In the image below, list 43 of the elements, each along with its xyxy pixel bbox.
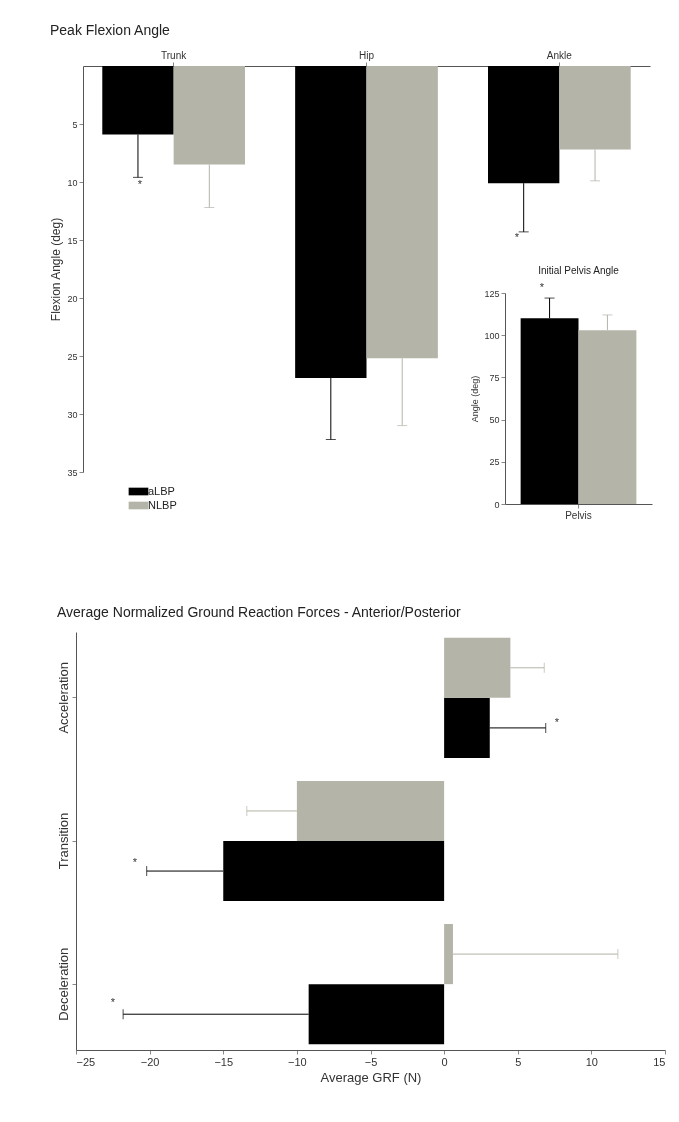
x-tick-label: 0 bbox=[441, 1055, 448, 1068]
annotation: * bbox=[554, 716, 560, 728]
annotation: * bbox=[110, 996, 116, 1008]
x-tick-label: 5 bbox=[515, 1055, 522, 1068]
x-tick-label: −5 bbox=[364, 1055, 378, 1068]
y-tick-label: 10 bbox=[67, 177, 78, 188]
x-tick-label: Ankle bbox=[546, 49, 573, 61]
y-tick-label: Deceleration bbox=[55, 947, 71, 1021]
y-tick-label: 75 bbox=[489, 372, 500, 383]
annotation: * bbox=[132, 856, 138, 868]
x-tick-label: 10 bbox=[585, 1055, 598, 1068]
y-tick-label: 30 bbox=[67, 409, 78, 420]
x-tick-label: Pelvis bbox=[565, 509, 592, 521]
annotation: * bbox=[514, 231, 520, 243]
chart-title: Initial Pelvis Angle bbox=[538, 265, 620, 276]
y-tick-label: 25 bbox=[489, 457, 500, 468]
annotation: * bbox=[539, 281, 545, 293]
x-tick-label: Trunk bbox=[161, 49, 188, 61]
x-tick-label: −15 bbox=[214, 1055, 234, 1068]
legend-label: aLBP bbox=[148, 484, 175, 497]
y-tick-label: 50 bbox=[489, 415, 500, 426]
y-tick-label: Transition bbox=[55, 812, 71, 870]
annotation: * bbox=[137, 178, 143, 190]
y-tick-label: 15 bbox=[67, 235, 78, 246]
y-tick-label: 20 bbox=[67, 293, 78, 304]
x-tick-label: −25 bbox=[76, 1055, 96, 1068]
y-tick-label: 125 bbox=[484, 288, 500, 299]
y-tick-label: 100 bbox=[484, 330, 500, 341]
y-tick-label: 35 bbox=[67, 467, 78, 478]
y-tick-label: Acceleration bbox=[55, 662, 71, 734]
x-tick-label: −10 bbox=[288, 1055, 307, 1068]
x-axis-title: Average GRF (N) bbox=[320, 1069, 422, 1085]
x-tick-label: Hip bbox=[358, 49, 375, 61]
y-tick-label: 0 bbox=[494, 499, 500, 510]
y-axis-title: Flexion Angle (deg) bbox=[49, 217, 64, 322]
chart-title: Average Normalized Ground Reaction Forces - Anterior/Posterior bbox=[57, 604, 461, 620]
y-axis-title: Angle (deg) bbox=[470, 375, 481, 423]
x-tick-label: −20 bbox=[140, 1055, 160, 1068]
x-tick-label: 15 bbox=[653, 1055, 666, 1068]
chart-title: Peak Flexion Angle bbox=[49, 22, 171, 38]
y-tick-label: 25 bbox=[67, 351, 78, 362]
y-tick-label: 5 bbox=[72, 119, 78, 130]
legend-label: NLBP bbox=[148, 498, 177, 511]
